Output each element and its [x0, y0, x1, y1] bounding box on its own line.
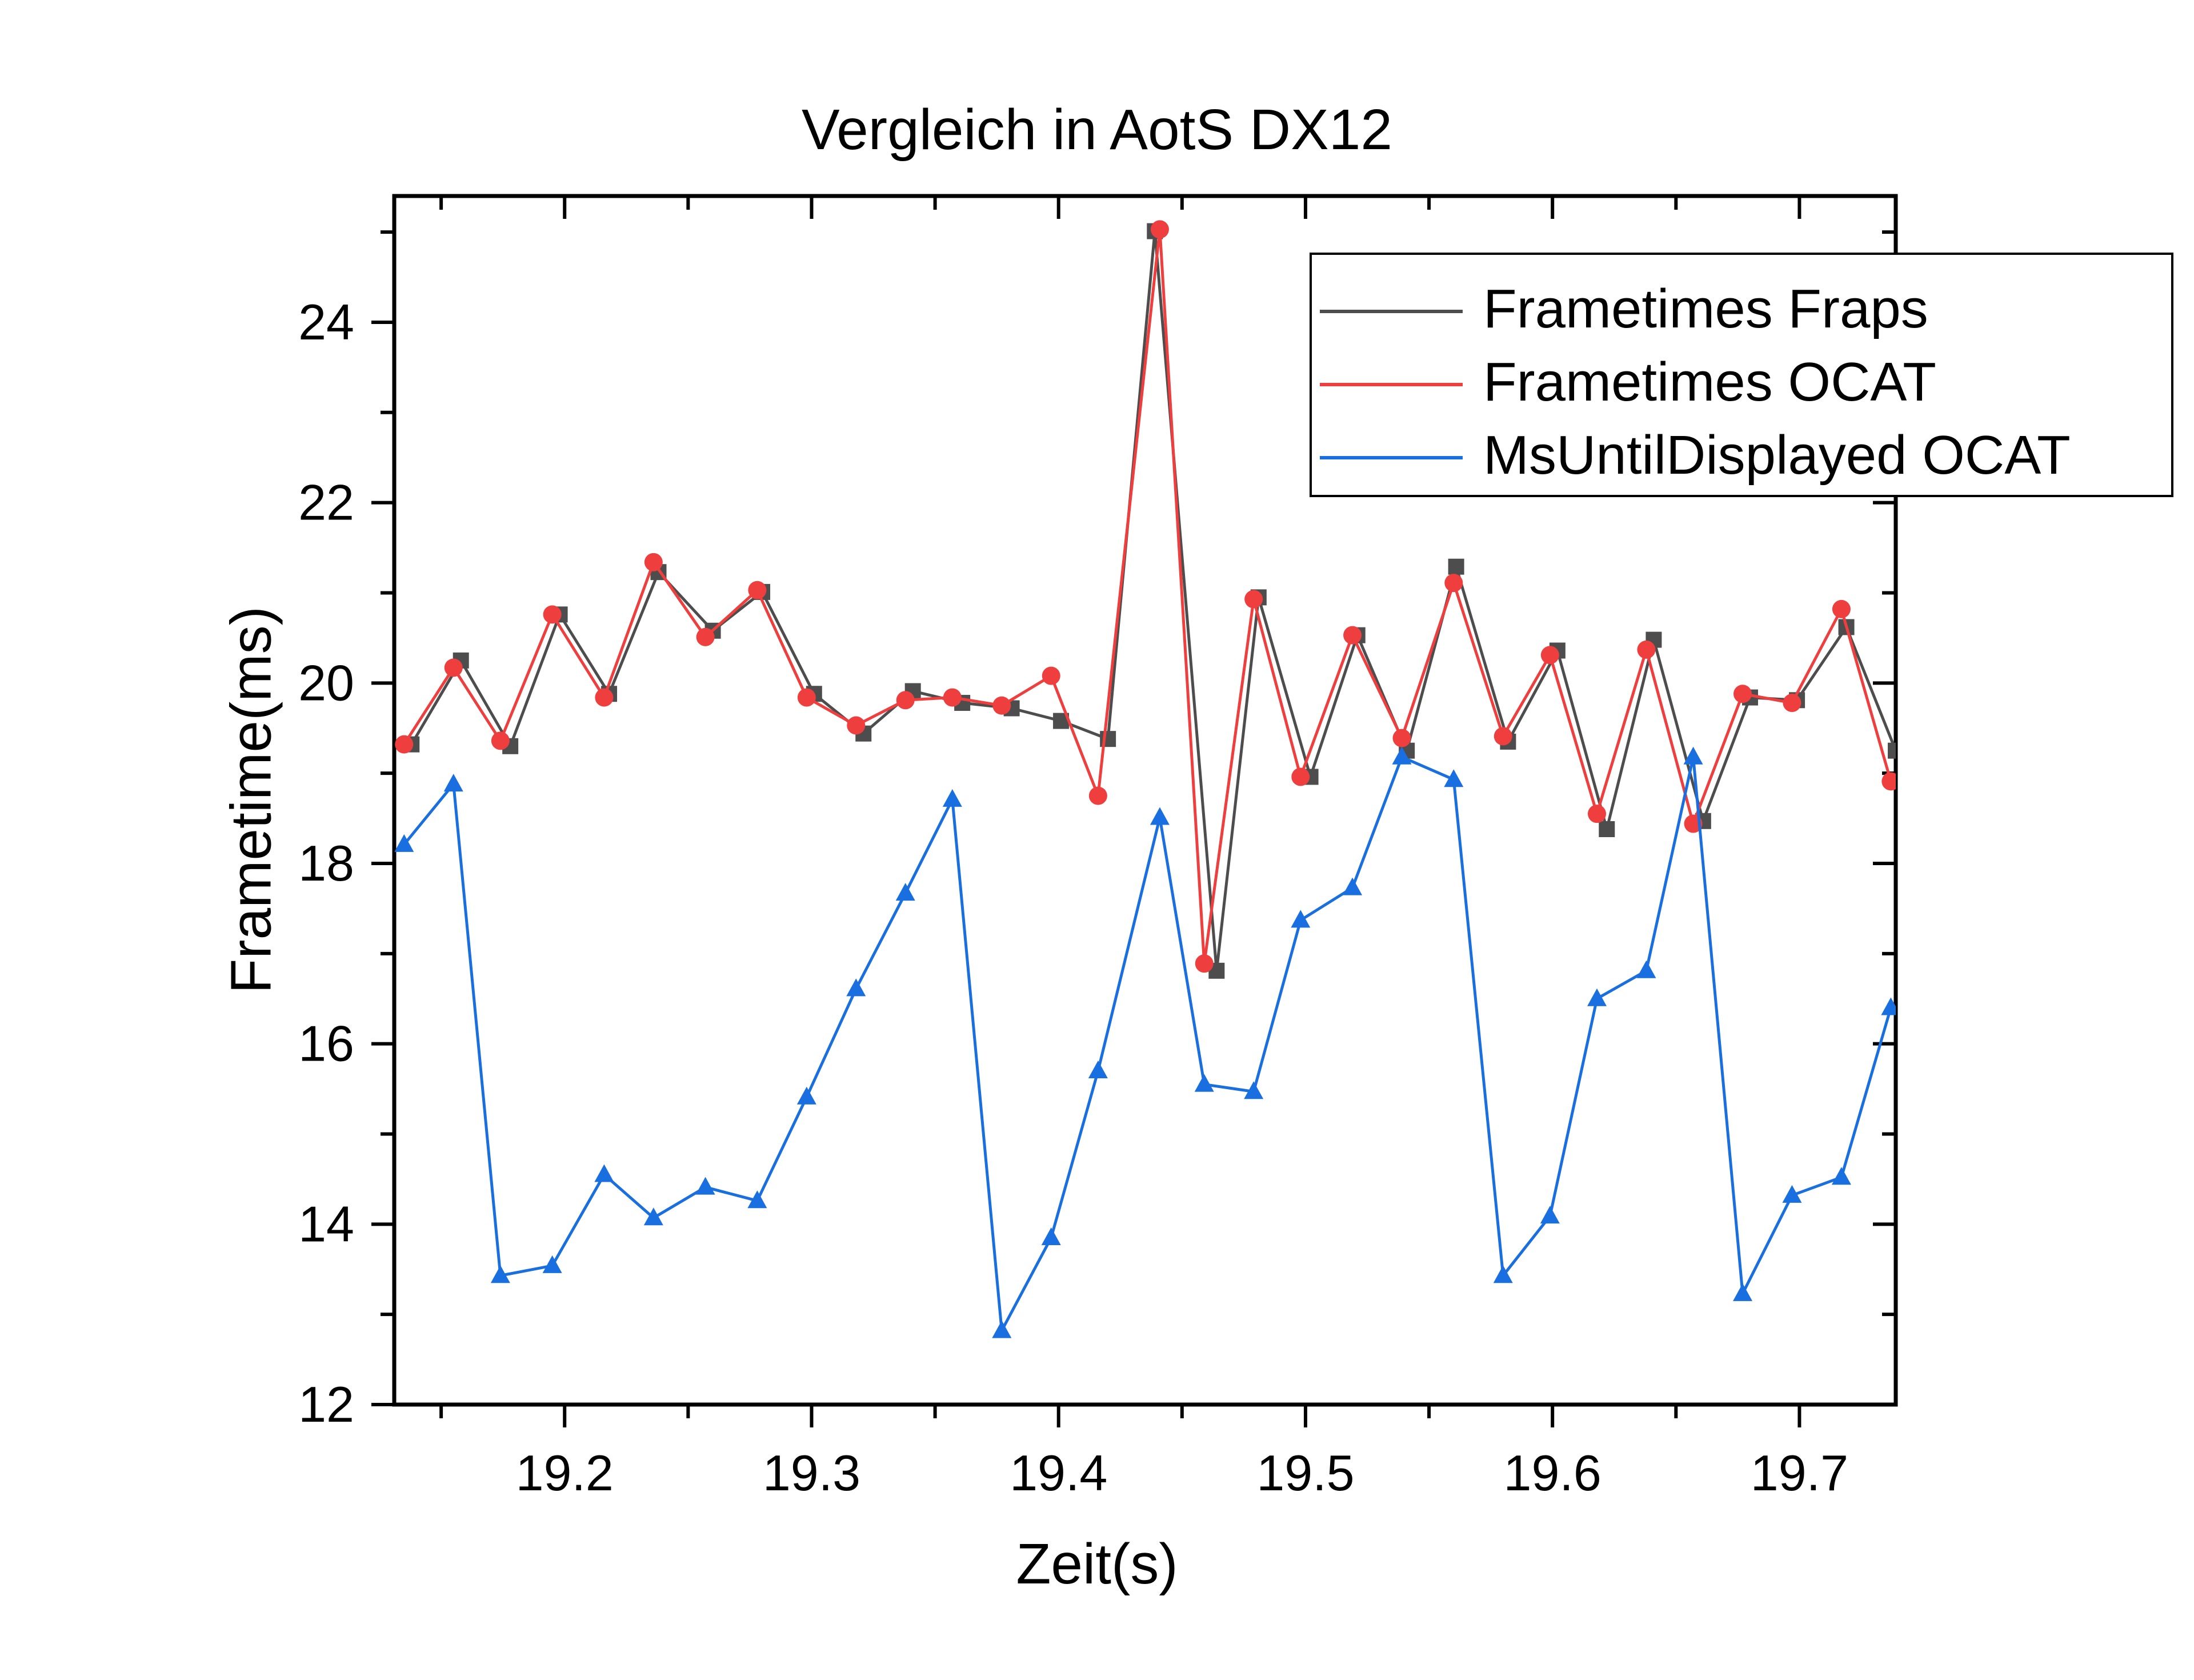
svg-text:16: 16: [298, 1015, 354, 1072]
svg-text:22: 22: [298, 474, 354, 531]
chart-title: Vergleich in AotS DX12: [802, 98, 1392, 162]
svg-text:19.3: 19.3: [763, 1445, 860, 1501]
svg-text:19.2: 19.2: [516, 1445, 614, 1501]
svg-text:24: 24: [298, 294, 354, 350]
svg-text:19.7: 19.7: [1751, 1445, 1848, 1501]
square-marker-icon: [1320, 310, 1463, 313]
svg-text:14: 14: [298, 1195, 354, 1252]
svg-text:18: 18: [298, 835, 354, 891]
legend: Frametimes Fraps Frametimes OCAT MsUntil…: [1310, 253, 2173, 497]
svg-text:19.4: 19.4: [1010, 1445, 1107, 1501]
svg-text:19.6: 19.6: [1504, 1445, 1602, 1501]
circle-marker-icon: [1320, 383, 1463, 386]
svg-text:12: 12: [298, 1376, 354, 1433]
svg-text:19.5: 19.5: [1256, 1445, 1354, 1501]
legend-item-msuntildisplayed: MsUntilDisplayed OCAT: [1312, 418, 2171, 493]
x-axis-label: Zeit(s): [1016, 1532, 1178, 1596]
triangle-marker-icon: [1320, 456, 1463, 459]
svg-text:20: 20: [298, 654, 354, 711]
legend-item-fraps: Frametimes Fraps: [1312, 272, 2171, 346]
legend-item-ocat: Frametimes OCAT: [1312, 345, 2171, 419]
